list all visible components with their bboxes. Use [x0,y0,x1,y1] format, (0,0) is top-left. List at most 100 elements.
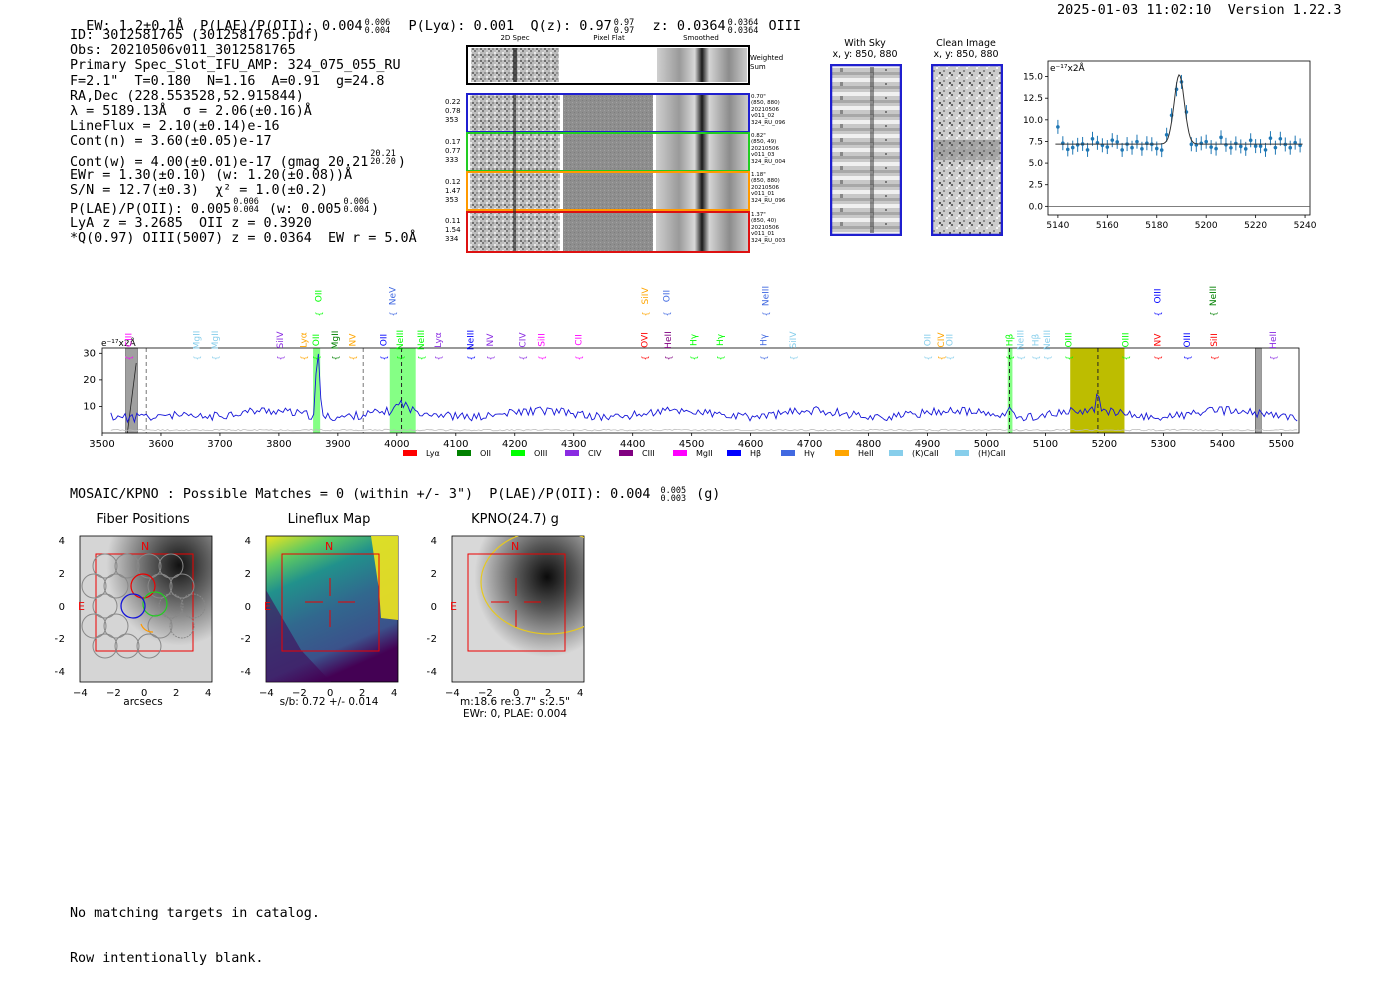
legend-swatch [673,450,687,456]
legend-swatch [619,450,633,456]
line-window [1007,348,1013,433]
line-marker: NeIII { [761,286,771,317]
full-ytick-label: 30 [83,348,96,359]
line-marker: CIII { [125,333,135,361]
line-marker-brace: { [1210,355,1219,360]
detection-info: ID: 3012581765 (3012581765.pdf) Obs: 202… [70,28,417,246]
line-marker-brace: { [518,355,527,360]
line-marker-label: SiIV [276,331,286,349]
line-marker-brace: { [664,355,673,360]
legend-item: Lyα [403,449,440,458]
spec2d-image [466,45,750,253]
info-q: *Q(0.97) OIII(5007) z = 0.0364 EW r = 5.… [70,231,417,247]
line-marker-brace: { [434,355,443,360]
line-marker-brace: { [211,355,220,360]
line-marker: OII { [924,334,934,361]
line-marker-brace: { [349,355,358,360]
svg-text:0: 0 [431,602,437,613]
line-marker-label: HeII [1269,331,1279,349]
header-z-hi: 0.0364 [727,18,759,28]
info-plae-hi: 0.006 [233,196,259,207]
full-xtick-label: 3600 [148,439,173,450]
svg-text:0: 0 [59,602,65,613]
line-marker: SiIV { [276,331,286,361]
header-summary: EW: 1.2±0.1Å P(LAE)/P(OII): 0.004 0.006 0.… [70,2,801,35]
info-plae-lo: 0.004 [233,204,259,215]
line-marker: Lyα { [300,332,310,360]
zoom-data-point [1214,146,1218,151]
info-lambda: λ = 5189.13Å σ = 2.06(±0.16)Å [70,103,312,119]
line-window [313,348,321,433]
svg-text:0: 0 [327,688,333,699]
line-marker-label: OIII [1122,332,1132,347]
zoom-data-point [1248,138,1253,143]
line-marker-label: NeIII [467,330,477,350]
matches-line: MOSAIC/KPNO : Possible Matches = 0 (with… [70,487,720,504]
legend-swatch [781,450,795,456]
header-qz-hi: 0.97 [613,18,635,28]
svg-text:−2: −2 [106,688,121,699]
legend-item: OII [457,449,491,458]
line-marker-brace: { [641,311,650,316]
line-marker: OII { [945,334,955,361]
zoom-data-point [1056,125,1060,129]
zoom-data-point [1075,143,1080,147]
line-marker-label: Hβ [1005,333,1015,346]
full-spectrum-chart: e⁻¹⁷x2Å 10 20 30 3500 3600 3700 3800 3900 4000 4… [83,286,1300,458]
zoom-data-point [1159,148,1164,152]
spec2d-col-title: Pixel Flat [593,34,625,42]
line-marker-brace: { [1017,355,1026,360]
info-fwhm: F=2.1" T=0.180 N=1.16 A=0.91 g=24.8 [70,73,385,89]
line-marker: OII { [312,334,322,361]
line-marker: OIII { [1064,332,1074,360]
masked-region [1255,347,1262,434]
spec2d-row-meta: 0.70" (850, 880) 20210506 v011_02 324_RU_096 [751,94,786,126]
legend-item: Hγ [781,449,815,458]
zoom-spectrum-chart: e⁻¹⁷x2Å 0.0 2.5 5.0 7.5 10.0 12.5 15.0 5140 516… [1023,60,1317,231]
fiber-positions-image: N E −4 −2 0 2 4 4 2 0 −2 −4 [55,535,213,699]
line-marker-label: OII [314,290,324,302]
full-xtick-label: 4800 [856,439,881,450]
zoom-xticks: 5140 5160 5180 5200 5220 5240 [1046,215,1317,231]
line-marker-brace: { [761,311,770,316]
line-marker-brace: { [640,355,649,360]
line-marker-label: Hβ [1031,333,1041,346]
line-marker-label: NeIII [1209,286,1219,306]
line-marker-brace: { [945,355,954,360]
line-marker-brace: { [331,355,340,360]
info-slot: Primary Spec_Slot_IFU_AMP: 324_075_055_R… [70,58,401,74]
legend-swatch [727,450,741,456]
line-marker: CII { [574,334,584,360]
line-marker-brace: { [389,311,398,316]
info-radec: RA,Dec (228.553528,52.915844) [70,88,304,104]
zoom-data-point [1115,140,1120,144]
clean-image [931,64,1003,236]
panel-yticks: 4 2 0 −2 −4 [427,536,437,678]
line-marker: NeIII { [1043,330,1053,361]
zoom-data-point [1268,136,1273,140]
kpno-ewr-label: EWr: 0, PLAE: 0.004 [462,708,568,720]
zoom-data-point [1253,144,1258,148]
full-xtick-label: 5500 [1269,439,1294,450]
line-marker-brace: { [662,311,671,316]
svg-text:2: 2 [245,569,251,580]
panel-xlabel: s/b: 0.72 +/- 0.014 [279,696,379,708]
zoom-yticks: 0.0 2.5 5.0 7.5 10.0 12.5 15.0 [1023,73,1310,212]
sky-image [830,64,902,236]
line-marker: OII { [662,290,672,317]
line-marker-brace: { [716,355,725,360]
panel-title: Fiber Positions [96,512,190,527]
zoom-yunit: e⁻¹⁷x2Å [1050,62,1086,74]
line-marker-brace: { [1122,355,1131,360]
zoom-data-point [1135,139,1139,144]
zoom-data-point [1278,136,1283,141]
line-marker: HeII { [664,331,674,360]
line-marker-brace: { [276,355,285,360]
zoom-xtick-label: 5160 [1096,221,1119,231]
svg-text:−2: −2 [478,688,493,699]
zoom-xtick-label: 5240 [1294,221,1317,231]
zoom-data-point [1189,142,1194,147]
panel-xticks: −4 −2 0 2 4 [445,688,583,699]
line-marker-brace: { [937,355,946,360]
line-marker-brace: { [396,355,405,360]
